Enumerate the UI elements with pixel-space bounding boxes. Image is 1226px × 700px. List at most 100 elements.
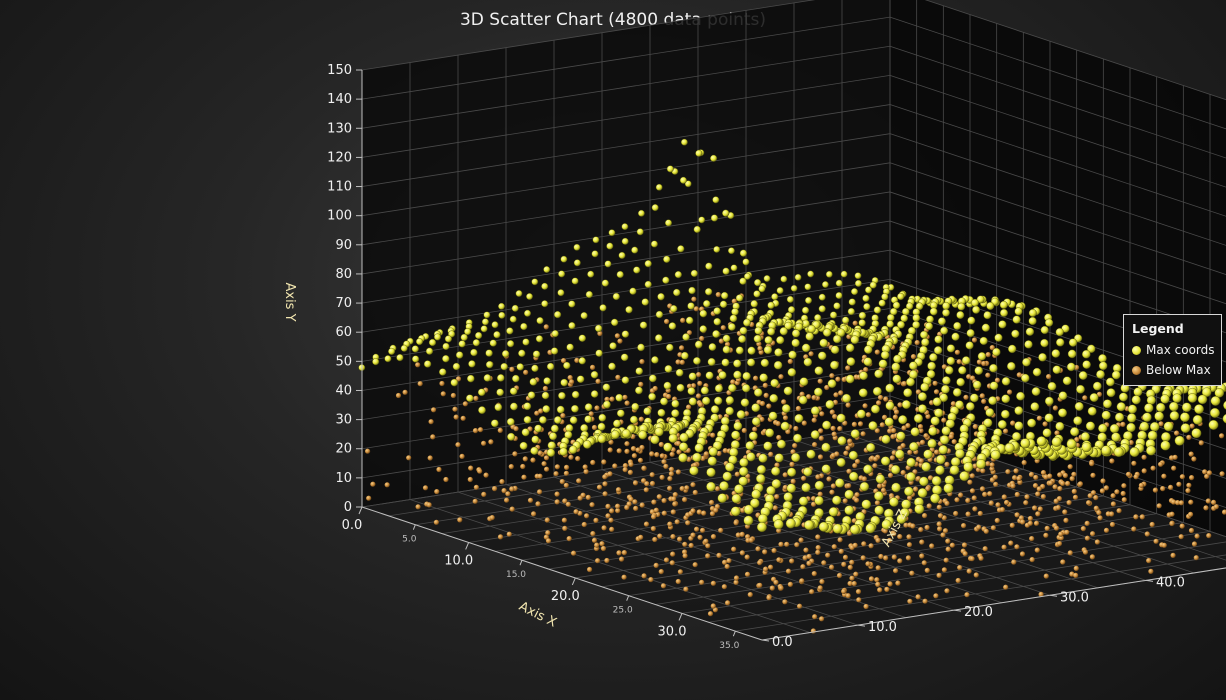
- point-max-coords: [801, 482, 811, 493]
- point-below-max: [956, 359, 962, 365]
- point-below-max: [505, 491, 511, 497]
- point-max-coords: [972, 380, 982, 390]
- point-below-max: [860, 431, 866, 437]
- point-below-max: [979, 486, 986, 492]
- point-max-coords: [444, 335, 453, 343]
- point-max-coords: [1021, 373, 1030, 383]
- point-below-max: [554, 491, 560, 497]
- point-below-max: [724, 563, 730, 570]
- point-max-coords: [613, 419, 622, 428]
- point-max-coords: [496, 388, 504, 397]
- point-max-coords: [927, 438, 937, 449]
- point-below-max: [734, 471, 740, 477]
- point-max-coords: [756, 473, 766, 484]
- point-below-max: [919, 539, 925, 545]
- point-max-coords: [730, 440, 740, 450]
- point-below-max: [1012, 475, 1018, 481]
- point-below-max: [577, 495, 583, 501]
- point-max-coords: [530, 446, 539, 455]
- legend-item-max-coords[interactable]: Max coords: [1132, 340, 1215, 360]
- point-max-coords: [532, 350, 541, 358]
- point-max-coords: [956, 377, 965, 387]
- point-below-max: [590, 531, 596, 537]
- point-below-max: [969, 556, 975, 562]
- point-max-coords: [1051, 349, 1061, 358]
- point-below-max: [686, 456, 692, 462]
- point-max-coords: [506, 327, 514, 335]
- point-max-coords: [518, 349, 526, 357]
- point-below-max: [1138, 482, 1144, 488]
- point-max-coords: [527, 391, 536, 399]
- point-max-coords: [881, 434, 891, 444]
- point-below-max: [971, 337, 978, 343]
- point-below-max: [856, 597, 862, 603]
- point-max-coords: [1000, 308, 1009, 317]
- point-below-max: [722, 559, 728, 565]
- point-below-max: [948, 434, 954, 440]
- point-max-coords: [388, 347, 396, 355]
- point-below-max: [1131, 460, 1137, 466]
- point-below-max: [667, 485, 673, 491]
- point-below-max: [569, 379, 575, 385]
- point-max-coords: [1133, 387, 1143, 397]
- point-max-coords: [566, 343, 574, 351]
- point-max-coords: [506, 417, 515, 426]
- point-max-coords: [718, 371, 727, 380]
- point-below-max: [537, 450, 543, 456]
- point-below-max: [817, 491, 823, 497]
- point-max-coords: [930, 493, 941, 504]
- legend-item-below-max[interactable]: Below Max: [1132, 360, 1213, 380]
- point-max-coords: [1055, 421, 1065, 431]
- point-max-coords: [1022, 357, 1031, 367]
- point-max-coords: [845, 374, 855, 384]
- point-below-max: [794, 542, 800, 548]
- point-below-max: [439, 380, 445, 387]
- point-max-coords: [663, 255, 671, 263]
- x-minor-tick-mark: [412, 524, 416, 530]
- point-below-max: [759, 400, 766, 407]
- point-below-max: [608, 439, 614, 445]
- point-max-coords: [690, 269, 698, 278]
- legend-label-below-max: Below Max: [1146, 363, 1211, 377]
- point-below-max: [521, 474, 527, 480]
- point-below-max: [1036, 415, 1042, 421]
- point-below-max: [851, 421, 858, 427]
- point-below-max: [963, 394, 969, 400]
- point-max-coords: [693, 225, 701, 234]
- point-below-max: [1093, 495, 1099, 501]
- point-below-max: [819, 616, 825, 622]
- point-below-max: [710, 580, 717, 586]
- point-below-max: [1046, 374, 1052, 380]
- point-below-max: [602, 474, 608, 480]
- point-below-max: [837, 537, 843, 543]
- point-max-coords: [807, 270, 814, 278]
- point-max-coords: [844, 489, 854, 500]
- point-max-coords: [1201, 387, 1212, 398]
- point-below-max: [883, 396, 889, 402]
- point-max-coords: [998, 320, 1007, 329]
- point-below-max: [762, 549, 768, 555]
- point-below-max: [622, 463, 629, 469]
- point-max-coords: [957, 302, 966, 311]
- point-max-coords: [610, 430, 620, 439]
- point-below-max: [1188, 511, 1194, 517]
- point-below-max: [624, 441, 630, 447]
- point-below-max: [772, 505, 778, 511]
- point-below-max: [980, 468, 986, 474]
- point-max-coords: [739, 249, 748, 257]
- point-max-coords: [891, 482, 901, 493]
- point-below-max: [1057, 472, 1063, 478]
- point-max-coords: [568, 445, 578, 454]
- point-below-max: [616, 550, 622, 556]
- point-max-coords: [1139, 421, 1150, 432]
- point-max-coords: [1172, 393, 1182, 403]
- point-max-coords: [491, 321, 499, 329]
- z-tick-mark: [761, 639, 770, 642]
- point-max-coords: [721, 358, 730, 367]
- point-max-coords: [592, 236, 600, 244]
- point-below-max: [541, 461, 547, 467]
- point-max-coords: [743, 504, 754, 515]
- point-max-coords: [490, 419, 499, 428]
- point-below-max: [775, 421, 781, 427]
